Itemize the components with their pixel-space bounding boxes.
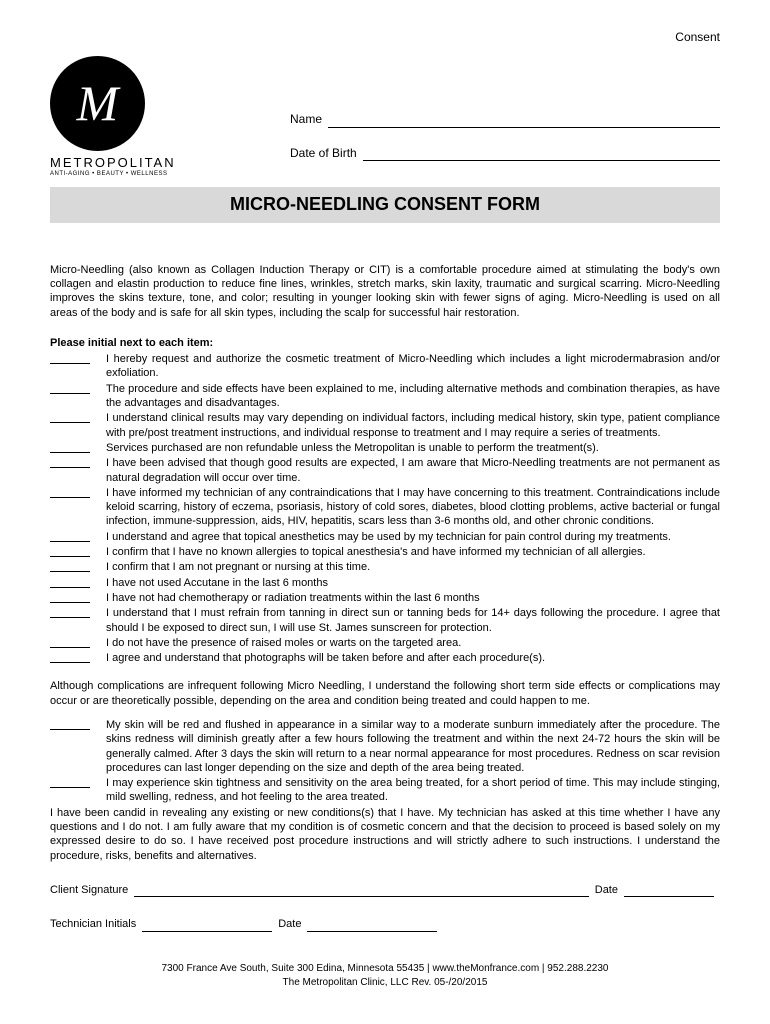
initial-item: I hereby request and authorize the cosme… [50,352,720,381]
initial-line[interactable] [50,456,90,468]
tech-date-line[interactable] [307,918,437,932]
initial-item: I have been advised that though good res… [50,456,720,485]
initial-item: I agree and understand that photographs … [50,651,720,665]
initial-item-text: I do not have the presence of raised mol… [106,636,720,650]
initial-item-text: I understand clinical results may vary d… [106,411,720,440]
initial-item: I confirm that I have no known allergies… [50,545,720,559]
initial-item: I have informed my technician of any con… [50,486,720,529]
footer: 7300 France Ave South, Suite 300 Edina, … [50,962,720,990]
client-sig-label: Client Signature [50,883,128,897]
complications-list: My skin will be red and flushed in appea… [50,718,720,805]
initial-item: I understand clinical results may vary d… [50,411,720,440]
initial-line[interactable] [50,718,90,730]
footer-line1: 7300 France Ave South, Suite 300 Edina, … [50,962,720,976]
initial-line[interactable] [50,486,90,498]
initial-line[interactable] [50,382,90,394]
complication-text: I may experience skin tightness and sens… [106,776,720,805]
initial-line[interactable] [50,530,90,542]
initial-item: I confirm that I am not pregnant or nurs… [50,560,720,574]
logo-brand: METROPOLITAN [50,155,210,172]
logo-block: M METROPOLITAN ANTI-AGING • BEAUTY • WEL… [50,56,210,180]
initial-item-text: I understand and agree that topical anes… [106,530,720,544]
client-sig-line[interactable] [134,883,588,897]
closing-paragraph: I have been candid in revealing any exis… [50,806,720,863]
initial-line[interactable] [50,576,90,588]
initial-line[interactable] [50,411,90,423]
initial-line[interactable] [50,545,90,557]
initial-item-text: I have not used Accutane in the last 6 m… [106,576,720,590]
header-row: M METROPOLITAN ANTI-AGING • BEAUTY • WEL… [50,56,720,180]
initial-items-list: I hereby request and authorize the cosme… [50,352,720,665]
tech-label: Technician Initials [50,917,136,931]
initial-line[interactable] [50,441,90,453]
initial-item-text: I agree and understand that photographs … [106,651,720,665]
initial-item: I understand that I must refrain from ta… [50,606,720,635]
form-title: MICRO-NEEDLING CONSENT FORM [50,187,720,222]
consent-label: Consent [50,30,720,46]
name-field: Name [290,112,720,128]
initial-line[interactable] [50,606,90,618]
initial-item: I understand and agree that topical anes… [50,530,720,544]
logo-subline: ANTI-AGING • BEAUTY • WELLNESS [50,171,210,179]
tech-initials-line[interactable] [142,918,272,932]
initial-item-text: The procedure and side effects have been… [106,382,720,411]
logo-circle: M [50,56,145,151]
initial-line[interactable] [50,636,90,648]
name-label: Name [290,112,322,128]
initial-item: I do not have the presence of raised mol… [50,636,720,650]
client-date-label: Date [595,883,618,897]
complication-text: My skin will be red and flushed in appea… [106,718,720,775]
initial-item-text: I confirm that I have no known allergies… [106,545,720,559]
complication-item: I may experience skin tightness and sens… [50,776,720,805]
dob-field: Date of Birth [290,146,720,162]
initial-line[interactable] [50,651,90,663]
initial-line[interactable] [50,591,90,603]
name-input-line[interactable] [328,114,720,128]
initial-item-text: I confirm that I am not pregnant or nurs… [106,560,720,574]
tech-signature-row: Technician Initials Date [50,917,720,931]
initial-line[interactable] [50,560,90,572]
initial-item: Services purchased are non refundable un… [50,441,720,455]
client-signature-row: Client Signature Date [50,883,720,897]
dob-label: Date of Birth [290,146,357,162]
initial-item-text: Services purchased are non refundable un… [106,441,720,455]
complication-item: My skin will be red and flushed in appea… [50,718,720,775]
tech-date-label: Date [278,917,301,931]
initial-item-text: I have informed my technician of any con… [106,486,720,529]
complications-intro: Although complications are infrequent fo… [50,679,720,708]
initial-line[interactable] [50,352,90,364]
name-fields: Name Date of Birth [210,112,720,179]
logo-letter: M [77,71,119,136]
intro-paragraph: Micro-Needling (also known as Collagen I… [50,263,720,320]
instruction-label: Please initial next to each item: [50,336,720,350]
initial-item: I have not used Accutane in the last 6 m… [50,576,720,590]
footer-line2: The Metropolitan Clinic, LLC Rev. 05-/20… [50,976,720,990]
dob-input-line[interactable] [363,147,720,161]
initial-item: The procedure and side effects have been… [50,382,720,411]
initial-item-text: I have been advised that though good res… [106,456,720,485]
initial-item: I have not had chemotherapy or radiation… [50,591,720,605]
initial-line[interactable] [50,776,90,788]
initial-item-text: I understand that I must refrain from ta… [106,606,720,635]
initial-item-text: I have not had chemotherapy or radiation… [106,591,720,605]
initial-item-text: I hereby request and authorize the cosme… [106,352,720,381]
client-date-line[interactable] [624,883,714,897]
